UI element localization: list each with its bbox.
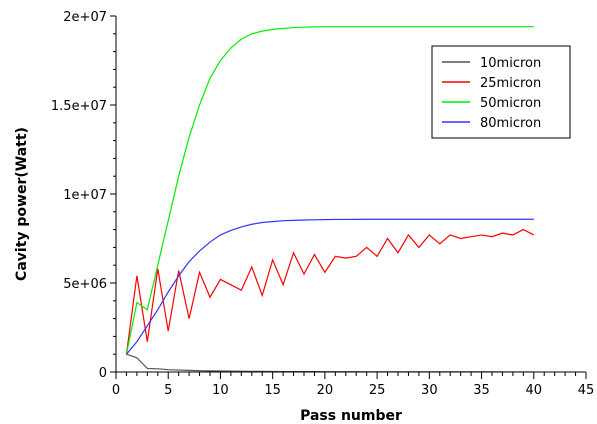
y-axis-title: Cavity power(Watt) <box>14 127 30 281</box>
legend-label: 25micron <box>480 76 541 91</box>
x-tick-label: 25 <box>369 383 386 398</box>
x-tick-label: 15 <box>264 383 281 398</box>
series-line-50micron <box>125 26 534 355</box>
y-tick-label: 5e+06 <box>63 277 107 292</box>
series-lines <box>125 26 535 373</box>
x-tick-label: 35 <box>473 383 490 398</box>
x-tick-label: 30 <box>421 383 438 398</box>
x-tick-label: 0 <box>112 383 120 398</box>
x-axis-title: Pass number <box>300 408 402 424</box>
y-axis-ticks: 0 5e+06 1e+07 1.5e+07 2e+07 <box>51 10 116 381</box>
x-tick-label: 5 <box>164 383 172 398</box>
legend-label: 50micron <box>480 96 541 111</box>
x-tick-label: 20 <box>317 383 334 398</box>
series-line-25micron <box>125 228 535 355</box>
x-tick-label: 10 <box>212 383 229 398</box>
x-tick-label: 40 <box>526 383 543 398</box>
y-tick-label: 0 <box>99 366 107 381</box>
x-axis-ticks: 0 5 10 15 20 25 30 35 40 45 <box>112 372 594 398</box>
legend-label: 10micron <box>480 56 541 71</box>
x-tick-label: 45 <box>578 383 595 398</box>
y-tick-label: 1e+07 <box>63 188 107 203</box>
y-tick-label: 1.5e+07 <box>51 99 107 114</box>
y-tick-label: 2e+07 <box>63 10 107 25</box>
series-line-80micron <box>125 218 534 355</box>
series-line-10micron <box>126 353 534 373</box>
legend-label: 80micron <box>480 116 541 131</box>
legend: 10micron 25micron 50micron 80micron <box>431 45 571 139</box>
